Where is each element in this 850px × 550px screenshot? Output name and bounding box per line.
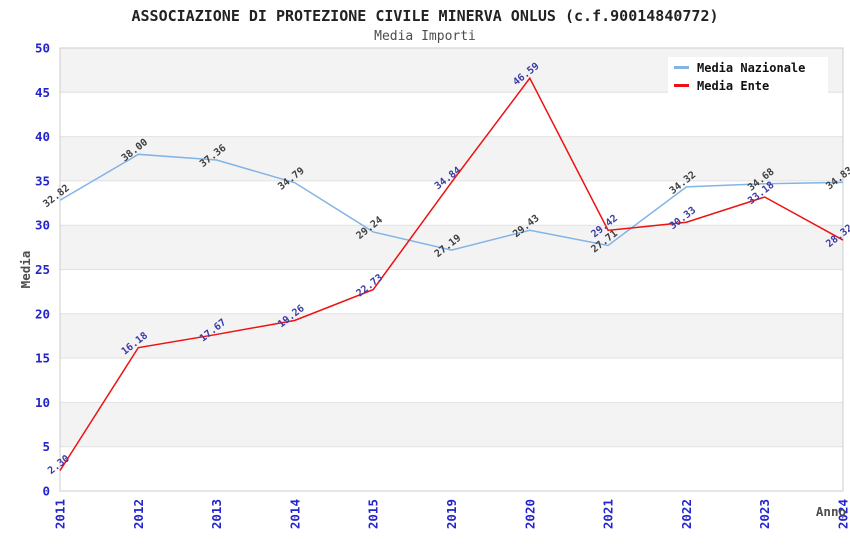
y-tick-label: 45	[35, 85, 50, 100]
legend: Media Nazionale Media Ente	[668, 57, 828, 96]
plot-band	[60, 358, 843, 403]
series-line-media-ente	[59, 76, 844, 472]
chart-title: ASSOCIAZIONE DI PROTEZIONE CIVILE MINERV…	[131, 7, 719, 25]
series-line-media-nazionale	[59, 153, 844, 251]
legend-swatch-nazionale-icon	[674, 66, 689, 69]
y-tick-label: 40	[35, 129, 50, 144]
chart-subtitle: Media Importi	[374, 29, 476, 44]
legend-label-media-nazionale: Media Nazionale	[697, 60, 806, 75]
x-tick-label: 2014	[287, 499, 302, 529]
y-tick-label: 0	[42, 484, 50, 499]
plot-band	[60, 402, 843, 447]
x-tick-label: 2022	[679, 499, 694, 529]
legend-swatch-ente-icon	[674, 84, 689, 87]
plot-band	[60, 92, 843, 137]
legend-item-media-nazionale: Media Nazionale	[674, 60, 822, 75]
y-tick-label: 20	[35, 306, 50, 321]
plot-band	[60, 446, 843, 491]
y-tick-label: 25	[35, 262, 50, 277]
y-tick-label: 35	[35, 173, 50, 188]
y-tick-label: 15	[35, 351, 50, 366]
y-tick-label: 5	[42, 439, 50, 454]
plot-band	[60, 313, 843, 359]
x-tick-label: 2020	[522, 499, 537, 529]
y-axis-title: Media	[18, 251, 33, 289]
y-tick-label: 10	[35, 395, 50, 410]
legend-label-media-ente: Media Ente	[697, 78, 770, 93]
x-tick-label: 2023	[757, 499, 772, 529]
x-tick-label: 2013	[209, 499, 224, 529]
plot-band	[60, 269, 843, 314]
y-tick-label: 30	[35, 218, 50, 233]
x-tick-label: 2012	[131, 499, 146, 529]
x-tick-label: 2024	[836, 499, 850, 529]
x-tick-label: 2019	[444, 499, 459, 529]
plot-band	[60, 225, 843, 270]
x-tick-label: 2021	[601, 499, 616, 529]
plot-border	[59, 47, 844, 492]
plot-band	[60, 180, 843, 226]
x-tick-label: 2015	[366, 499, 381, 529]
x-tick-label: 2011	[53, 499, 68, 529]
x-axis-title: Anno	[816, 504, 846, 519]
y-tick-label: 50	[35, 41, 50, 56]
legend-item-media-ente: Media Ente	[674, 78, 822, 93]
